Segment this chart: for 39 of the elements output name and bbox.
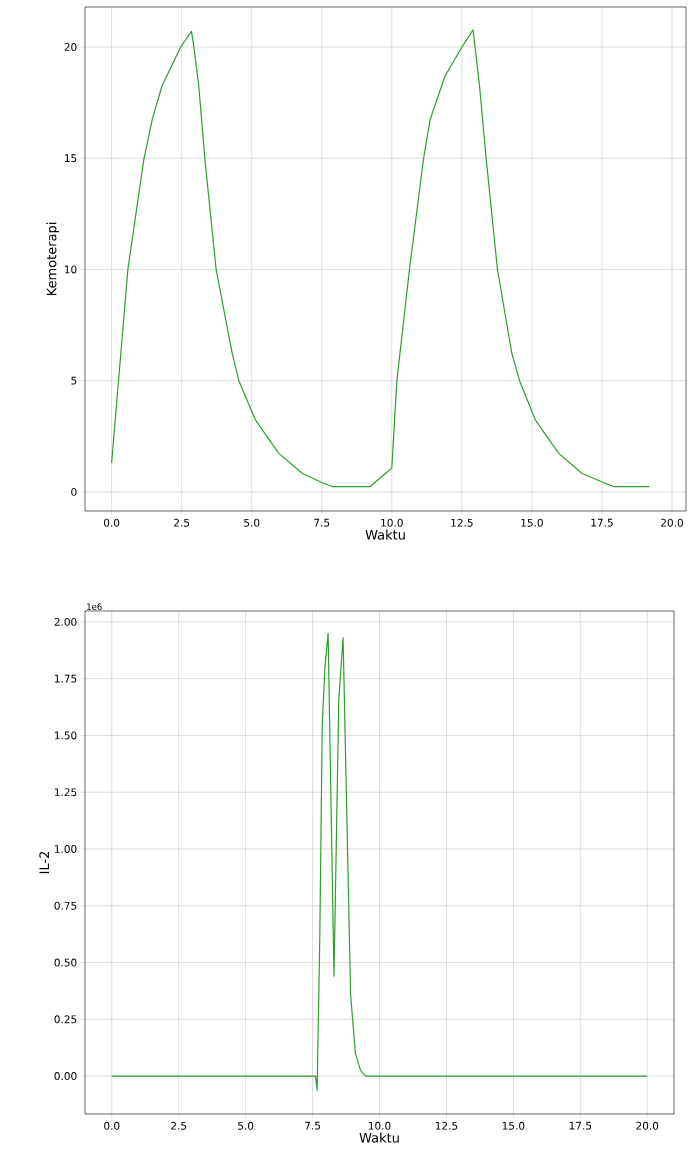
x-tick-label: 17.5 <box>591 518 613 527</box>
x-tick-label: 20.0 <box>661 518 683 527</box>
line-series <box>111 29 650 488</box>
x-tick-label: 5.0 <box>244 518 260 527</box>
y-tick-label: 0 <box>71 487 77 496</box>
y-tick-label: 1.75 <box>54 674 77 683</box>
y-tick-label: 0.50 <box>54 958 77 967</box>
y-tick-label: 10 <box>64 265 77 274</box>
x-tick-label: 15.0 <box>521 518 543 527</box>
y-tick-label: 2.00 <box>54 617 77 626</box>
y-axis-title: IL-2 <box>39 851 49 874</box>
x-tick-label: 10.0 <box>381 518 403 527</box>
x-axis-title: Waktu <box>359 1132 399 1143</box>
text: 1e6 <box>87 603 102 610</box>
x-tick-label: 7.5 <box>305 1121 320 1130</box>
y-tick-label: 0.75 <box>54 901 77 910</box>
y-tick-label: 1.25 <box>54 788 77 797</box>
x-tick-label: 0.0 <box>104 1121 120 1130</box>
y-tick-label: 0.00 <box>54 1072 77 1081</box>
x-tick-label: 0.0 <box>103 518 120 527</box>
x-tick-label: 10.0 <box>368 1121 391 1130</box>
y-tick-label: 20 <box>64 43 77 51</box>
x-tick-label: 5.0 <box>238 1121 254 1130</box>
x-tick-label: 2.5 <box>171 1121 187 1130</box>
x-tick-label: 2.5 <box>174 518 190 527</box>
x-tick-label: 20.0 <box>636 1121 659 1130</box>
x-tick-label: 12.5 <box>435 1121 458 1130</box>
x-axis-title: Waktu <box>365 529 405 540</box>
y-tick-label: 1.50 <box>54 731 77 740</box>
y-tick-label: 1.00 <box>54 845 77 853</box>
y-tick-label: 15 <box>64 154 77 163</box>
x-tick-label: 12.5 <box>451 518 473 527</box>
y-axis-title: Kemoterapi <box>46 222 59 296</box>
line-series <box>111 632 648 1091</box>
y-tick-label: 5 <box>71 376 77 385</box>
x-tick-label: 15.0 <box>502 1121 525 1130</box>
y-tick-label: 0.25 <box>54 1015 77 1024</box>
x-tick-label: 7.5 <box>314 518 330 527</box>
x-tick-label: 17.5 <box>569 1121 592 1130</box>
